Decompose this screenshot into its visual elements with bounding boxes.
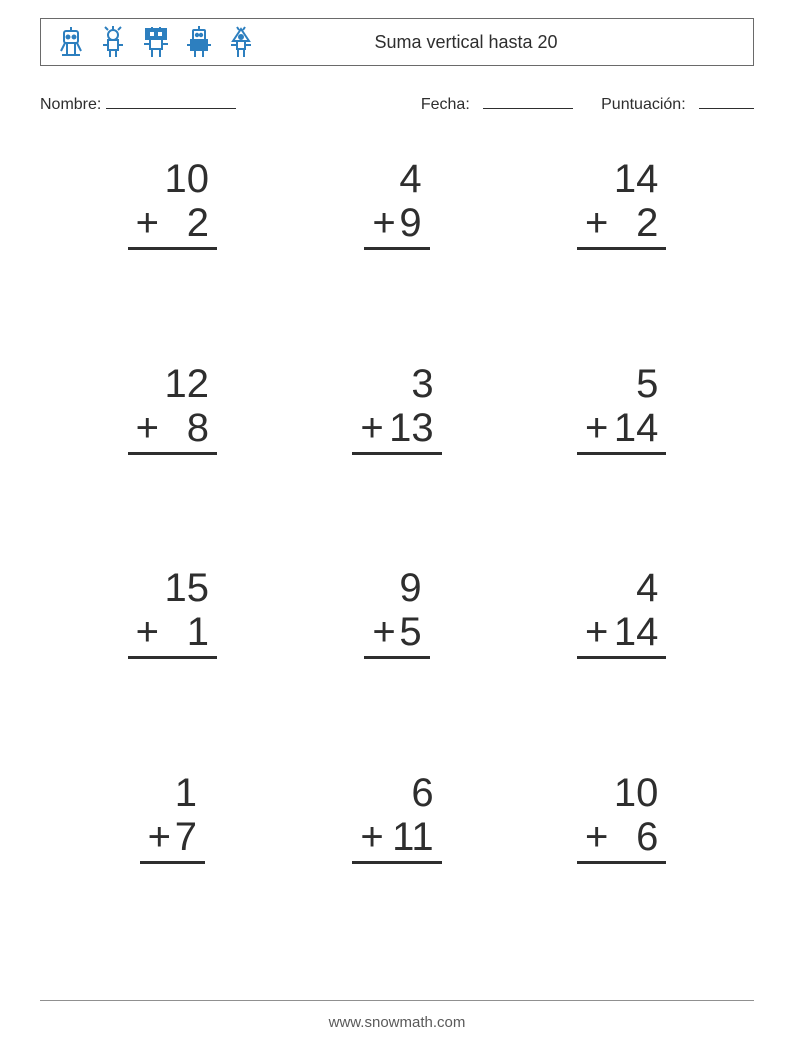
problem-cell: 3+13 [285, 340, 510, 545]
addition-stack: 5+14 [577, 362, 666, 455]
problem-cell: 15+1 [60, 544, 285, 749]
addend-top: 3 [386, 362, 434, 406]
addition-stack: 4+14 [577, 566, 666, 659]
problem-cell: 10+6 [509, 749, 734, 954]
plus-icon: + [372, 201, 395, 245]
problem-cell: 6+11 [285, 749, 510, 954]
problem-cell: 4+14 [509, 544, 734, 749]
addend-bottom: 8 [161, 406, 209, 450]
plus-icon: + [136, 406, 159, 450]
addend-bottom: 14 [610, 610, 658, 654]
addend-top: 4 [610, 566, 658, 610]
score-blank[interactable] [699, 92, 754, 109]
meta-date: Fecha: [421, 92, 573, 114]
plus-icon: + [136, 610, 159, 654]
plus-icon: + [360, 815, 383, 859]
addition-stack: 3+13 [352, 362, 441, 455]
robot-icon [99, 25, 127, 59]
addend-bottom: 2 [610, 201, 658, 245]
plus-icon: + [360, 406, 383, 450]
plus-icon: + [585, 610, 608, 654]
date-blank[interactable] [483, 92, 573, 109]
addition-stack: 14+2 [577, 157, 666, 250]
addend-bottom: 7 [173, 815, 197, 859]
addition-stack: 6+11 [352, 771, 441, 864]
addition-stack: 9+5 [364, 566, 429, 659]
name-blank[interactable] [106, 92, 236, 109]
header-box: Suma vertical hasta 20 [40, 18, 754, 66]
addend-top: 9 [398, 566, 422, 610]
robot-icons [57, 25, 255, 59]
addend-bottom: 11 [386, 815, 434, 859]
plus-icon: + [585, 406, 608, 450]
addition-stack: 10+6 [577, 771, 666, 864]
worksheet-title: Suma vertical hasta 20 [255, 32, 737, 53]
name-label: Nombre: [40, 96, 101, 114]
footer-url: www.snowmath.com [0, 1014, 794, 1031]
addition-stack: 4+9 [364, 157, 429, 250]
addend-top: 4 [398, 157, 422, 201]
addend-top: 5 [610, 362, 658, 406]
addend-top: 6 [386, 771, 434, 815]
robot-icon [185, 25, 213, 59]
problem-cell: 14+2 [509, 135, 734, 340]
addition-stack: 10+2 [128, 157, 217, 250]
addend-bottom: 9 [398, 201, 422, 245]
footer-rule [40, 1000, 754, 1001]
addition-stack: 15+1 [128, 566, 217, 659]
addend-bottom: 13 [386, 406, 434, 450]
problem-cell: 12+8 [60, 340, 285, 545]
addition-stack: 12+8 [128, 362, 217, 455]
addend-top: 10 [610, 771, 658, 815]
addend-top: 10 [161, 157, 209, 201]
problem-cell: 10+2 [60, 135, 285, 340]
addend-top: 14 [610, 157, 658, 201]
addend-top: 1 [173, 771, 197, 815]
addend-bottom: 14 [610, 406, 658, 450]
worksheet-page: Suma vertical hasta 20 Nombre: Fecha: Pu… [0, 0, 794, 1053]
problem-cell: 9+5 [285, 544, 510, 749]
meta-score: Puntuación: [601, 92, 754, 114]
meta-name: Nombre: [40, 92, 421, 114]
score-label: Puntuación: [601, 96, 686, 113]
addend-bottom: 6 [610, 815, 658, 859]
plus-icon: + [148, 815, 171, 859]
addition-stack: 1+7 [140, 771, 205, 864]
date-label: Fecha: [421, 96, 470, 113]
addend-top: 12 [161, 362, 209, 406]
addend-bottom: 1 [161, 610, 209, 654]
robot-icon [141, 25, 171, 59]
problems-grid: 10+2 4+9 14+2 12+8 3+13 5+14 15+1 9+5 4+… [60, 135, 734, 953]
addend-bottom: 2 [161, 201, 209, 245]
plus-icon: + [372, 610, 395, 654]
addend-bottom: 5 [398, 610, 422, 654]
problem-cell: 4+9 [285, 135, 510, 340]
plus-icon: + [585, 201, 608, 245]
robot-icon [57, 25, 85, 59]
plus-icon: + [585, 815, 608, 859]
plus-icon: + [136, 201, 159, 245]
problem-cell: 5+14 [509, 340, 734, 545]
meta-row: Nombre: Fecha: Puntuación: [40, 92, 754, 114]
addend-top: 15 [161, 566, 209, 610]
problem-cell: 1+7 [60, 749, 285, 954]
robot-icon [227, 25, 255, 59]
